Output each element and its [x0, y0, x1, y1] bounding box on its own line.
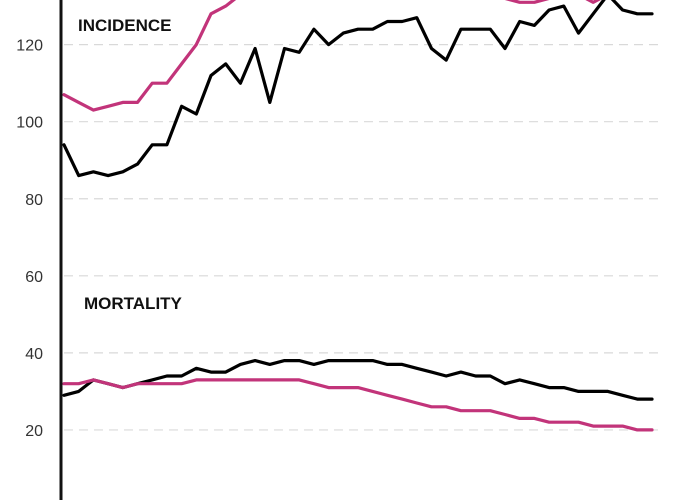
incidence-label: INCIDENCE	[78, 16, 172, 35]
series-line-1-segment-2	[504, 0, 602, 4]
series-line-3-segment-0	[62, 378, 654, 432]
mortality-label: MORTALITY	[84, 294, 183, 313]
series-line-2-segment-0	[62, 359, 654, 401]
series-line-0-segment-0	[62, 0, 654, 178]
gridlines	[64, 44, 660, 431]
y-tick-label: 40	[25, 346, 43, 363]
y-tick-label: 100	[16, 115, 43, 132]
y-tick-label: 120	[16, 38, 43, 55]
chart-annotations: INCIDENCE MORTALITY	[78, 16, 183, 313]
y-tick-label: 80	[25, 192, 43, 209]
y-tick-labels: 020406080100120	[16, 38, 43, 440]
y-tick-label: 20	[25, 423, 43, 440]
series-line-1-segment-0	[62, 0, 237, 112]
y-tick-label: 60	[25, 269, 43, 286]
series-lines	[62, 0, 654, 432]
